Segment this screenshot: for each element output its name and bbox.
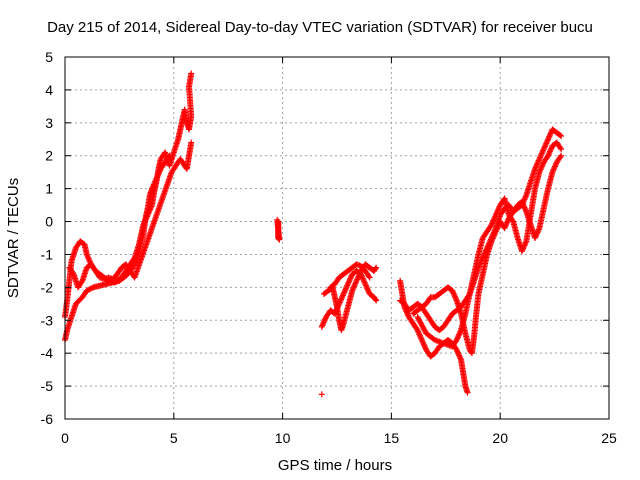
plot-frame — [64, 56, 610, 420]
data-points — [62, 70, 565, 398]
axes: 0 5 10 15 20 25 -6 -5 -4 -3 -2 -1 0 1 2 3 4 5 — [41, 49, 617, 446]
data-point-seg2 — [274, 216, 281, 223]
chart-title: Day 215 of 2014, Sidereal Day-to-day VTE… — [47, 19, 593, 36]
x-tick-label: 25 — [601, 430, 617, 446]
x-tick-label: 10 — [275, 430, 291, 446]
data-point-seg1-lower — [86, 286, 93, 293]
y-tick-label: -5 — [41, 378, 54, 394]
data-point-seg1-lower — [88, 285, 95, 292]
data-point-seg1-mid — [78, 279, 85, 286]
data-point-seg3-c — [366, 274, 373, 281]
data-point-seg1-lower — [87, 285, 94, 292]
x-tick-label: 15 — [384, 430, 400, 446]
y-tick-label: -6 — [41, 411, 54, 427]
x-tick-label: 0 — [61, 430, 69, 446]
data-point-seg1-lower — [85, 286, 92, 293]
data-point-seg1-upper — [188, 70, 195, 77]
data-point-seg4-a — [464, 389, 471, 396]
y-tick-label: 4 — [45, 82, 53, 98]
data-point-seg3-a — [372, 296, 379, 303]
data-point-seg1-mid — [188, 139, 195, 146]
data-point-seg3-a — [373, 297, 380, 304]
x-tick-label: 20 — [492, 430, 508, 446]
data-point-seg3-b — [373, 264, 380, 271]
data-point-seg3-b — [372, 265, 379, 272]
y-tick-label: 3 — [45, 115, 53, 131]
x-axis-label: GPS time / hours — [278, 457, 392, 474]
y-tick-label: -4 — [41, 345, 54, 361]
grid — [65, 57, 609, 419]
y-axis-label: SDTVAR / TECUs — [5, 178, 22, 298]
data-point-seg4-c — [558, 152, 565, 159]
data-point-seg4-b — [558, 132, 565, 139]
y-tick-label: 1 — [45, 181, 53, 197]
data-point-seg1-lower — [83, 287, 90, 294]
y-tick-label: -2 — [41, 279, 54, 295]
data-point-seg1-upper — [130, 256, 137, 263]
data-point-seg4-c — [557, 154, 564, 161]
data-point-seg1-mid — [69, 269, 76, 276]
x-tick-label: 5 — [170, 430, 178, 446]
y-tick-label: 5 — [45, 49, 53, 65]
y-tick-label: -3 — [41, 312, 54, 328]
y-tick-label: 0 — [45, 214, 53, 230]
data-point-seg3-outlier — [318, 391, 325, 398]
data-point-seg4-b — [557, 132, 564, 139]
data-point-seg4-d — [509, 217, 516, 224]
data-point-seg4-d — [557, 144, 564, 151]
data-point-seg3-c — [365, 273, 372, 280]
y-tick-label: 2 — [45, 148, 53, 164]
y-tick-label: -1 — [41, 246, 54, 262]
data-point-seg4-d — [558, 146, 565, 153]
